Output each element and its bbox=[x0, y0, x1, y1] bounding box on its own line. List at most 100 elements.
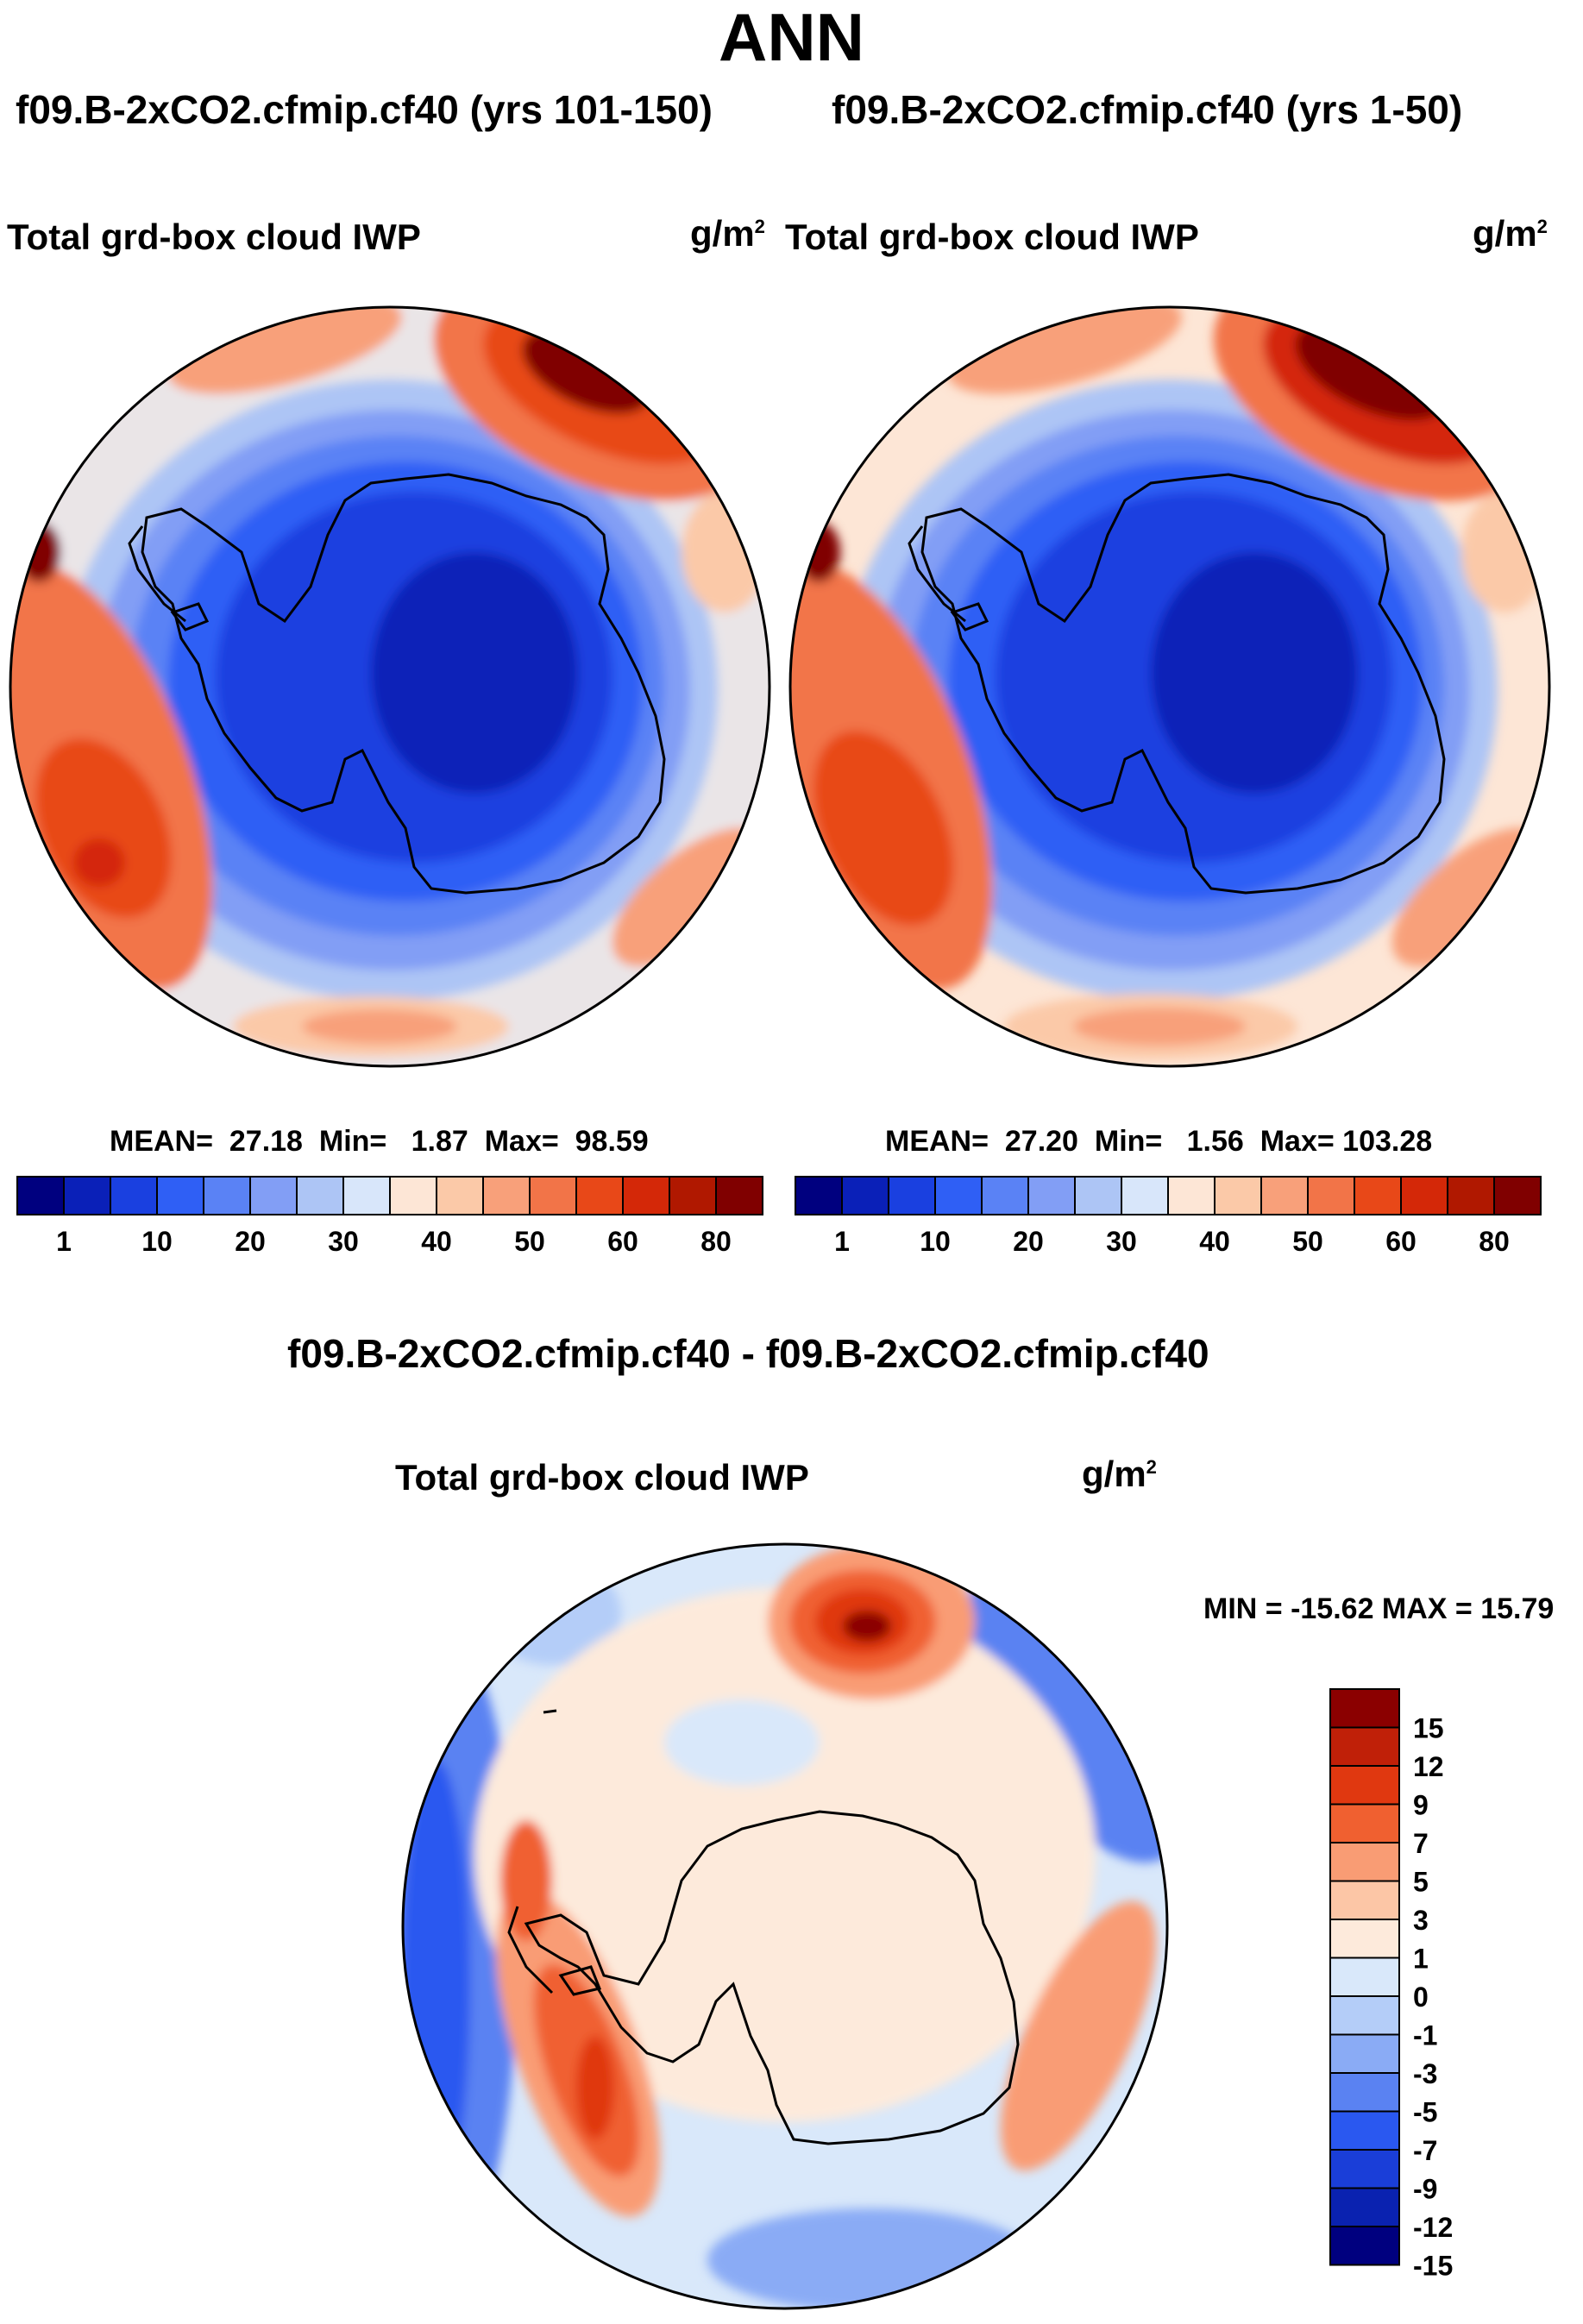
difference-units-label: g/m2 bbox=[1082, 1454, 1157, 1494]
right-colorbar-cell bbox=[1260, 1176, 1309, 1215]
right-colorbar-cell bbox=[1167, 1176, 1216, 1215]
difference-colorbar-tick-label: -7 bbox=[1413, 2135, 1437, 2166]
difference-colorbar-tick-label: 1 bbox=[1413, 1944, 1429, 1975]
difference-colorbar-cell bbox=[1329, 1995, 1400, 2036]
left-min-label: Min= bbox=[318, 1125, 387, 1158]
left-colorbar-cell bbox=[342, 1176, 391, 1215]
right-colorbar-cell bbox=[934, 1176, 983, 1215]
right-colorbar-tick-label: 1 bbox=[834, 1226, 850, 1257]
difference-colorbar-cell bbox=[1329, 1842, 1400, 1882]
right-colorbar: 1 10 20 30 40 50 60 80 bbox=[795, 1176, 1542, 1257]
right-colorbar-cell bbox=[888, 1176, 936, 1215]
difference-colorbar-cell bbox=[1329, 1957, 1400, 1997]
right-colorbar-tick-label: 20 bbox=[1013, 1226, 1044, 1257]
left-max-label: Max= bbox=[484, 1125, 559, 1158]
difference-colorbar-tick-label: -9 bbox=[1413, 2174, 1437, 2205]
left-colorbar-cell bbox=[63, 1176, 111, 1215]
difference-variable-label: Total grd-box cloud IWP bbox=[395, 1457, 809, 1498]
left-colorbar-cell bbox=[529, 1176, 577, 1215]
right-min-value: 1.56 bbox=[1186, 1125, 1244, 1158]
left-units-label: g/m2 bbox=[690, 213, 765, 254]
right-colorbar-tick-label: 40 bbox=[1199, 1226, 1230, 1257]
right-colorbar-cell bbox=[981, 1176, 1029, 1215]
left-colorbar-cell bbox=[203, 1176, 251, 1215]
left-mean-value: 27.18 bbox=[229, 1125, 303, 1158]
difference-colorbar-cell bbox=[1329, 2110, 1400, 2151]
left-colorbar-cell bbox=[482, 1176, 531, 1215]
difference-colorbar-tick-label: -12 bbox=[1413, 2212, 1453, 2243]
right-max-label: Max= bbox=[1259, 1125, 1335, 1158]
difference-colorbar-cell bbox=[1329, 1919, 1400, 1959]
difference-colorbar-cell bbox=[1329, 1688, 1400, 1729]
difference-colorbar-tick-label: 12 bbox=[1413, 1751, 1444, 1782]
left-colorbar-tick-label: 60 bbox=[607, 1226, 638, 1257]
figure-title: ANN bbox=[719, 0, 864, 75]
difference-colorbar-tick-label: 3 bbox=[1413, 1905, 1429, 1936]
difference-colorbar-tick-label: 15 bbox=[1413, 1713, 1444, 1744]
right-colorbar-tick-label: 50 bbox=[1292, 1226, 1323, 1257]
right-colorbar-cell bbox=[1214, 1176, 1262, 1215]
left-colorbar-tick-label: 50 bbox=[514, 1226, 545, 1257]
left-colorbar-cell bbox=[156, 1176, 204, 1215]
right-mean-value: 27.20 bbox=[1004, 1125, 1078, 1158]
difference-colorbar-cell bbox=[1329, 1726, 1400, 1767]
difference-colorbar-tick-label: -15 bbox=[1413, 2251, 1453, 2282]
left-mean-label: MEAN= bbox=[110, 1125, 213, 1158]
right-colorbar-tick-label: 10 bbox=[920, 1226, 951, 1257]
left-colorbar-cell bbox=[622, 1176, 670, 1215]
left-colorbar-cell bbox=[249, 1176, 298, 1215]
right-colorbar-tick-label: 30 bbox=[1106, 1226, 1137, 1257]
left-max-value: 98.59 bbox=[575, 1125, 649, 1158]
difference-map bbox=[401, 1542, 1169, 2310]
right-variable-label: Total grd-box cloud IWP bbox=[785, 217, 1199, 257]
difference-colorbar-tick-label: -5 bbox=[1413, 2097, 1437, 2128]
right-stats: MEAN= 27.20 Min= 1.56 Max= 103.28 bbox=[885, 1127, 1432, 1156]
difference-colorbar-cell bbox=[1329, 1765, 1400, 1806]
right-colorbar-cell bbox=[841, 1176, 889, 1215]
right-colorbar-cell bbox=[1121, 1176, 1169, 1215]
difference-colorbar: 15 12 9 7 5 3 1 0 -1 -3 -5 -7 -9 -12 -15 bbox=[1329, 1688, 1453, 2282]
difference-colorbar-cell bbox=[1329, 1880, 1400, 1920]
right-units-label: g/m2 bbox=[1473, 213, 1548, 254]
difference-colorbar-tick-label: 7 bbox=[1413, 1828, 1429, 1859]
left-colorbar-cell bbox=[389, 1176, 437, 1215]
left-colorbar-tick-label: 80 bbox=[700, 1226, 732, 1257]
left-colorbar-tick-label: 10 bbox=[141, 1226, 173, 1257]
difference-colorbar-tick-label: 9 bbox=[1413, 1790, 1429, 1821]
difference-colorbar-cell bbox=[1329, 2033, 1400, 2074]
right-colorbar-tick-label: 60 bbox=[1385, 1226, 1417, 1257]
difference-colorbar-cell bbox=[1329, 1803, 1400, 1843]
right-colorbar-cell bbox=[1400, 1176, 1448, 1215]
difference-colorbar-tick-label: 5 bbox=[1413, 1867, 1429, 1898]
left-variable-label: Total grd-box cloud IWP bbox=[7, 217, 421, 257]
left-colorbar-tick-label: 20 bbox=[235, 1226, 266, 1257]
right-max-value: 103.28 bbox=[1342, 1125, 1433, 1158]
left-colorbar-tick-label: 40 bbox=[421, 1226, 452, 1257]
right-colorbar-cell bbox=[1493, 1176, 1542, 1215]
right-colorbar-cell bbox=[1354, 1176, 1402, 1215]
difference-colorbar-cell bbox=[1329, 2187, 1400, 2227]
left-colorbar-cell bbox=[296, 1176, 344, 1215]
difference-minmax: MIN = -15.62 MAX = 15.79 bbox=[1203, 1592, 1555, 1625]
left-colorbar-cell bbox=[16, 1176, 65, 1215]
right-colorbar-cell bbox=[1027, 1176, 1076, 1215]
left-colorbar-cell bbox=[110, 1176, 158, 1215]
right-colorbar-cell bbox=[1074, 1176, 1122, 1215]
difference-colorbar-tick-label: -1 bbox=[1413, 2020, 1437, 2051]
right-panel-title: f09.B-2xCO2.cfmip.cf40 (yrs 1-50) bbox=[832, 87, 1463, 132]
left-colorbar-cell bbox=[669, 1176, 717, 1215]
difference-panel-title: f09.B-2xCO2.cfmip.cf40 - f09.B-2xCO2.cfm… bbox=[287, 1331, 1209, 1376]
left-colorbar-cell bbox=[715, 1176, 763, 1215]
left-map bbox=[9, 305, 771, 1068]
right-colorbar-cell bbox=[795, 1176, 843, 1215]
right-mean-label: MEAN= bbox=[885, 1125, 989, 1158]
difference-colorbar-cell bbox=[1329, 2226, 1400, 2266]
difference-colorbar-cell bbox=[1329, 2149, 1400, 2189]
right-colorbar-cell bbox=[1307, 1176, 1355, 1215]
right-colorbar-cell bbox=[1447, 1176, 1495, 1215]
left-colorbar-cell bbox=[436, 1176, 484, 1215]
right-colorbar-tick-label: 80 bbox=[1479, 1226, 1510, 1257]
left-colorbar-cell bbox=[575, 1176, 624, 1215]
right-map bbox=[788, 305, 1551, 1068]
